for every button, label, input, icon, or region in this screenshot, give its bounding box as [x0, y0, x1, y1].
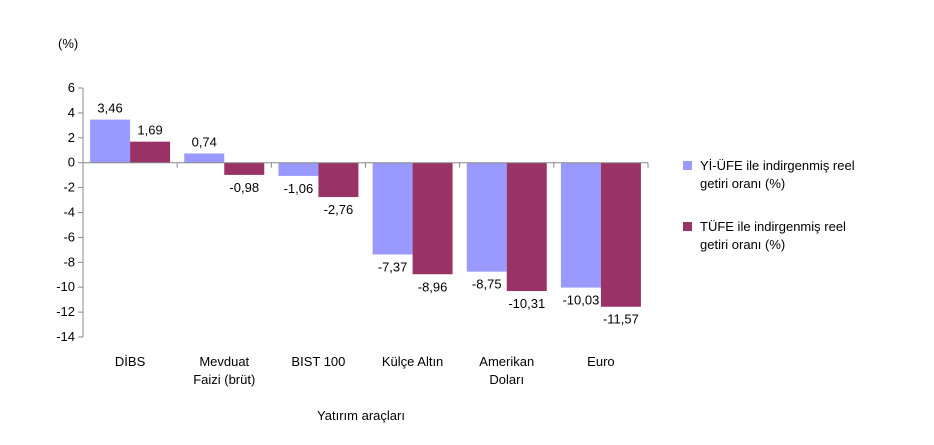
- data-label: -8,75: [472, 277, 502, 292]
- legend-swatch: [683, 161, 692, 170]
- y-tick-label: 4: [68, 105, 75, 120]
- y-tick-label: -6: [63, 229, 75, 244]
- y-tick-label: -10: [56, 279, 75, 294]
- legend-label: getiri oranı (%): [700, 176, 785, 191]
- bar-series-2: [318, 162, 359, 198]
- y-tick-label: 2: [68, 130, 75, 145]
- data-label: -1,06: [284, 181, 314, 196]
- bar-series-2: [130, 141, 171, 163]
- data-label: 3,46: [97, 101, 122, 116]
- bar-series-2: [506, 162, 547, 292]
- bar-series-2: [224, 162, 265, 175]
- data-labels: 3,46 0,74 -1,06 -7,37 -8,75 -10,03 1,69 -0,98 -2…: [97, 101, 638, 327]
- bar-series-1: [278, 162, 319, 176]
- category-label: Euro: [587, 354, 614, 369]
- y-tick-label: 0: [68, 155, 75, 170]
- y-tick-label: -4: [63, 205, 75, 220]
- data-label: -7,37: [378, 259, 408, 274]
- y-axis: 6 4 2 0 -2 -4 -6 -8 -10 -12 -14: [56, 80, 84, 344]
- data-label: 0,74: [192, 134, 217, 149]
- category-label: Faizi (brüt): [193, 372, 255, 387]
- bar-series-2: [412, 162, 453, 275]
- bar-series-1: [90, 119, 131, 163]
- legend-label: TÜFE ile indirgenmiş reel: [700, 219, 846, 234]
- data-label: -8,96: [418, 279, 448, 294]
- bar-series-2: [600, 162, 641, 307]
- legend-label: getiri oranı (%): [700, 237, 785, 252]
- data-label: -10,31: [508, 296, 545, 311]
- bar-series-1: [466, 162, 507, 272]
- y-tick-label: -2: [63, 180, 75, 195]
- category-label: Mevduat: [199, 354, 249, 369]
- unit-label: (%): [58, 36, 78, 51]
- y-tick-label: 6: [68, 80, 75, 95]
- category-label: DİBS: [115, 354, 146, 369]
- y-tick-label: -12: [56, 304, 75, 319]
- legend: Yİ-ÜFE ile indirgenmiş reel getiri oranı …: [683, 158, 855, 252]
- category-label: Doları: [489, 372, 524, 387]
- data-label: -11,57: [603, 312, 639, 327]
- data-label: 1,69: [137, 123, 162, 138]
- category-label: Külçe Altın: [382, 354, 443, 369]
- y-tick-label: -14: [56, 329, 75, 344]
- legend-swatch: [683, 222, 692, 231]
- bar-series-1: [560, 162, 601, 288]
- y-tick-label: -8: [63, 254, 75, 269]
- category-label: Amerikan: [479, 354, 534, 369]
- x-axis: [82, 162, 649, 168]
- x-axis-title: Yatırım araçları: [317, 408, 405, 423]
- data-label: -0,98: [229, 180, 259, 195]
- legend-label: Yİ-ÜFE ile indirgenmiş reel: [700, 158, 855, 173]
- data-label: -2,76: [324, 202, 354, 217]
- category-labels: DİBS Mevduat Faizi (brüt) BIST 100 Külçe Alt…: [115, 354, 615, 387]
- category-label: BIST 100: [291, 354, 345, 369]
- bar-series-1: [372, 162, 413, 255]
- bars: [90, 119, 641, 307]
- data-label: -10,03: [562, 293, 599, 308]
- bar-series-1: [184, 153, 225, 163]
